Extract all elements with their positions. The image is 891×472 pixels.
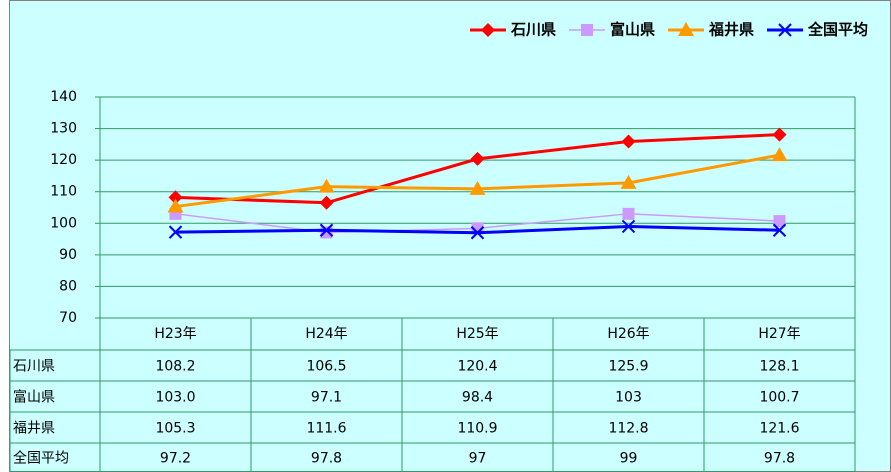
table-row-label: 石川県	[13, 359, 55, 375]
table-cell: 120.4	[457, 359, 497, 375]
point	[470, 226, 485, 240]
point	[772, 127, 787, 142]
table-cell: 121.6	[759, 421, 799, 437]
table-cell: 97	[469, 450, 487, 466]
legend-marker	[678, 22, 694, 36]
table-cell: 97.1	[311, 390, 342, 406]
legend-label: 富山県	[610, 21, 655, 39]
table-cell: 103	[615, 390, 642, 406]
point	[621, 219, 636, 234]
table-row-label: 全国平均	[13, 449, 69, 466]
y-tick-label: 110	[50, 184, 77, 200]
table-cell: 112.8	[608, 421, 648, 437]
table-cell: 97.8	[764, 450, 795, 466]
y-tick-label: 140	[50, 89, 77, 105]
y-tick-label: 120	[50, 152, 77, 168]
legend-label: 石川県	[510, 21, 556, 39]
point	[168, 225, 183, 239]
table-cell: 97.2	[160, 450, 191, 466]
table-cell: 103.0	[155, 390, 195, 406]
table-cell: 110.9	[457, 421, 497, 437]
point	[621, 134, 636, 149]
table-header: H25年	[456, 326, 498, 342]
table-cell: 125.9	[608, 359, 648, 375]
point	[320, 226, 333, 239]
table-cell: 99	[620, 450, 638, 466]
table-cell: 108.2	[155, 359, 195, 375]
legend-label: 福井県	[708, 21, 754, 39]
point	[168, 190, 183, 205]
chart-area	[9, 0, 891, 472]
legend-label: 全国平均	[807, 21, 868, 39]
table-header: H24年	[305, 326, 347, 342]
table-cell: 111.6	[306, 421, 346, 437]
legend-marker	[778, 23, 792, 37]
point	[771, 147, 788, 162]
point	[319, 223, 334, 237]
y-tick-label: 100	[50, 215, 77, 231]
y-tick-label: 80	[59, 278, 77, 294]
table-cell: 100.7	[759, 390, 799, 406]
point	[622, 207, 635, 220]
table-cell: 106.5	[306, 359, 346, 375]
table-header: H23年	[154, 326, 196, 342]
point	[620, 174, 637, 189]
point	[773, 215, 786, 228]
table-cell: 98.4	[462, 390, 493, 406]
y-tick-label: 70	[59, 310, 77, 326]
point	[772, 223, 787, 237]
table-cell: 128.1	[759, 359, 799, 375]
point	[469, 180, 486, 195]
point	[470, 151, 485, 166]
point	[167, 198, 184, 213]
table-row-label: 福井県	[13, 421, 55, 437]
legend-marker	[581, 24, 593, 36]
point	[319, 195, 334, 210]
table-header: H26年	[607, 326, 649, 342]
y-tick-label: 130	[50, 121, 77, 137]
table-cell: 105.3	[155, 421, 195, 437]
table-header: H27年	[758, 326, 800, 342]
table-cell: 97.8	[311, 450, 342, 466]
point	[318, 178, 335, 193]
legend-marker	[481, 23, 495, 37]
table-row-label: 富山県	[13, 389, 55, 406]
y-tick-label: 90	[59, 247, 77, 263]
